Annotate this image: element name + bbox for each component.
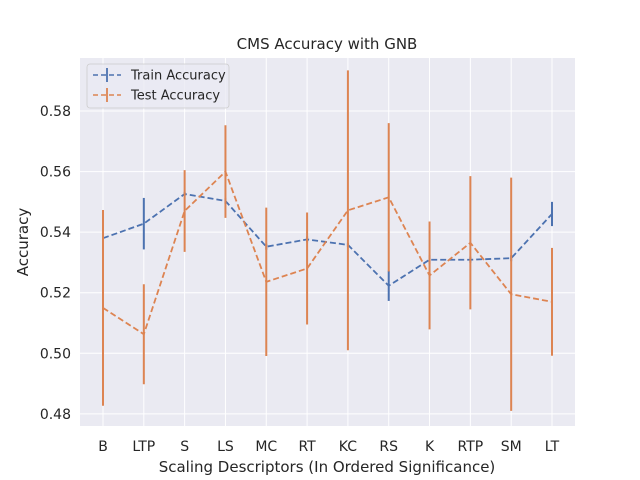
- chart-title: CMS Accuracy with GNB: [237, 35, 418, 53]
- x-tick-label: K: [425, 439, 435, 455]
- x-axis-label: Scaling Descriptors (In Ordered Signific…: [159, 458, 496, 476]
- ticks: B LTP S LS MC RT KC RS K RTP SM LT 0.48 0.50 0.52 0.54 0…: [40, 104, 560, 455]
- test-legend-label: Test Accuracy: [130, 89, 220, 104]
- legend-box: [86, 63, 230, 109]
- x-tick-label: LS: [217, 439, 234, 455]
- grid: [80, 58, 575, 426]
- y-tick-label: 0.48: [40, 407, 71, 423]
- x-tick-label: LT: [545, 439, 560, 455]
- series-layer: [102, 70, 553, 411]
- x-tick-label: LTP: [132, 439, 155, 455]
- test-series-line: [102, 169, 553, 336]
- x-tick-label: RT: [298, 439, 316, 455]
- x-tick-label: SM: [501, 439, 522, 455]
- y-tick-label: 0.56: [40, 165, 71, 181]
- x-tick-label: RTP: [458, 439, 484, 455]
- y-tick-label: 0.50: [40, 346, 71, 362]
- y-tick-label: 0.58: [40, 104, 71, 120]
- x-tick-label: KC: [339, 439, 357, 455]
- x-tick-label: B: [98, 439, 108, 455]
- x-tick-label: S: [180, 439, 189, 455]
- legend: Train Accuracy Test Accuracy: [86, 63, 230, 109]
- y-axis-label: Accuracy: [14, 208, 32, 277]
- train-legend-label: Train Accuracy: [130, 69, 226, 84]
- y-tick-label: 0.52: [40, 286, 71, 302]
- plot-area: [80, 58, 575, 426]
- x-tick-label: RS: [379, 439, 398, 455]
- train-series-line: [102, 193, 553, 287]
- y-tick-label: 0.54: [40, 225, 71, 241]
- x-tick-label: MC: [255, 439, 277, 455]
